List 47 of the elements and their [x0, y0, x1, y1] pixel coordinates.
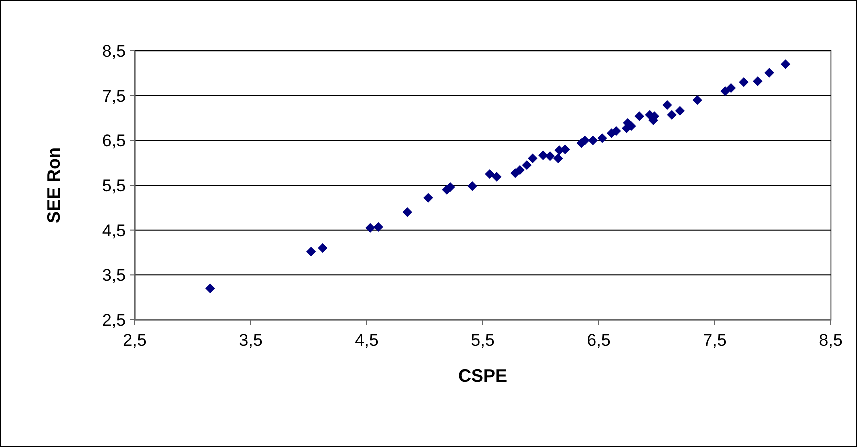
point: [366, 223, 376, 233]
point: [560, 144, 570, 154]
point: [424, 193, 434, 203]
point: [515, 165, 525, 176]
x-tick-label: 3,5: [239, 331, 263, 350]
y-tick-label: 3,5: [102, 266, 126, 286]
x-axis-title: CSPE: [458, 366, 508, 386]
y-axis-title: SEE Ron: [44, 147, 64, 224]
point: [667, 110, 677, 120]
x-tick-label: 2,5: [123, 331, 147, 350]
point: [374, 222, 384, 232]
y-tick-label: 7,5: [102, 86, 126, 106]
point: [634, 112, 644, 122]
point: [206, 284, 216, 294]
point: [468, 182, 478, 192]
y-tick-label: 5,5: [102, 176, 126, 196]
point: [662, 100, 672, 110]
point: [753, 76, 763, 86]
point: [528, 154, 538, 164]
point: [675, 106, 686, 116]
point: [739, 78, 749, 88]
point: [538, 150, 548, 160]
point: [726, 83, 736, 94]
point: [780, 60, 791, 70]
point: [612, 126, 622, 136]
point: [492, 172, 502, 182]
x-tick-label: 8,5: [819, 331, 843, 350]
point: [522, 160, 532, 170]
point: [554, 154, 564, 164]
point: [402, 208, 412, 218]
point: [545, 152, 556, 162]
y-tick-label: 6,5: [102, 132, 126, 151]
x-tick-label: 4,5: [355, 331, 379, 350]
point: [306, 247, 316, 257]
point: [720, 86, 730, 96]
point: [764, 68, 774, 78]
point: [485, 169, 495, 180]
point: [598, 134, 608, 144]
y-tick-label: 2,5: [102, 311, 126, 330]
point: [692, 95, 702, 106]
x-tick-label: 6,5: [587, 331, 611, 350]
point: [318, 243, 328, 254]
x-tick-label: 7,5: [703, 331, 727, 350]
y-tick-label: 8,5: [102, 42, 126, 61]
point: [588, 136, 598, 146]
x-tick-label: 5,5: [471, 331, 495, 350]
y-tick-label: 4,5: [102, 221, 126, 240]
